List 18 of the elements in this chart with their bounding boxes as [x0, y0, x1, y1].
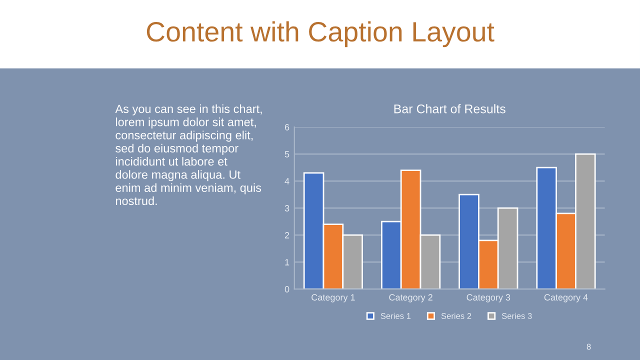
y-tick-label: 2 — [284, 232, 290, 238]
x-tick-label: Category 1 — [312, 294, 355, 302]
chart-subtitle: Bar Chart of Results — [394, 104, 506, 114]
x-tick-label: Category 2 — [389, 294, 432, 302]
text: 8 — [586, 344, 591, 350]
y-tick-label: 5 — [284, 151, 290, 158]
legend-label: Series 1 — [380, 312, 411, 319]
chart-title: Content with Caption Layout — [146, 21, 494, 48]
y-tick-label: 1 — [285, 259, 290, 266]
y-tick-label: 0 — [284, 286, 290, 292]
y-tick-label: 3 — [284, 205, 290, 212]
legend-label: Series 2 — [441, 312, 472, 319]
legend-label: Series 3 — [502, 312, 532, 319]
x-tick-label: Category 3 — [466, 294, 510, 302]
y-tick-label: 6 — [284, 124, 290, 130]
x-tick-label: Category 4 — [544, 294, 588, 302]
text: As you can see in this chart, lorem ipsum dolor sit amet, consectetur adipiscing elit, sed do eiusmod tempor incididunt ut labore et dolore magna aliqua. Ut enim ad minim veniam, quis nostrud. — [115, 104, 262, 206]
y-tick-label: 4 — [284, 178, 290, 184]
